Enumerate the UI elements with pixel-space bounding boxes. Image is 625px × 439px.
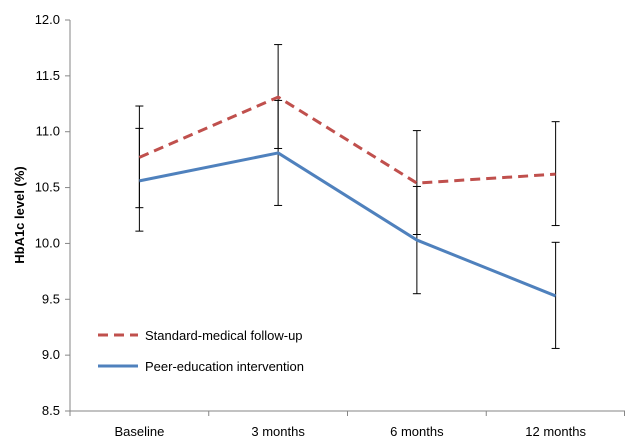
y-tick-label: 12.0 (35, 12, 60, 27)
x-tick-label: 6 months (390, 424, 444, 439)
y-tick-label: 8.5 (42, 403, 60, 418)
x-tick-label: 12 months (525, 424, 586, 439)
x-tick-label: Baseline (114, 424, 164, 439)
y-tick-label: 9.0 (42, 347, 60, 362)
x-axis: Baseline 3 months 6 months 12 months (69, 410, 625, 439)
series-lines (138, 95, 557, 298)
x-tick-label: 3 months (251, 424, 305, 439)
legend-label: Standard-medical follow-up (145, 328, 303, 343)
y-tick-label: 10.5 (35, 180, 60, 195)
y-tick-label: 11.5 (36, 68, 60, 83)
legend: Standard-medical follow-up Peer-education… (98, 328, 304, 374)
y-tick-label: 9.5 (42, 291, 60, 306)
y-tick-label: 10.0 (35, 235, 60, 250)
series-line-1 (138, 95, 556, 185)
series-line-2 (139, 151, 557, 298)
y-axis-title: HbA1c level (%) (12, 166, 27, 264)
legend-label: Peer-education intervention (145, 359, 304, 374)
y-tick-label: 11.0 (36, 124, 60, 139)
y-axis: 8.5 9.0 9.5 10.0 10.5 11.0 11.5 12.0 (35, 12, 71, 418)
